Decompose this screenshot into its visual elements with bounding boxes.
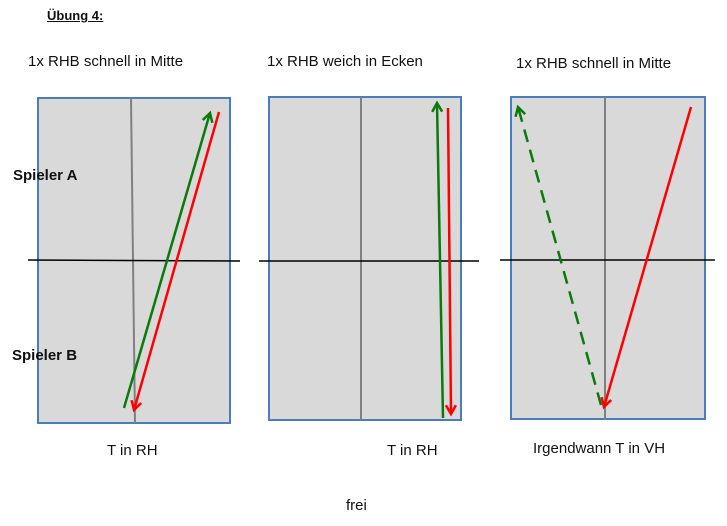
green-arrow <box>431 100 445 419</box>
table-panel-3 <box>500 96 715 420</box>
red-arrow <box>600 106 693 410</box>
player-b-label: Spieler B <box>12 347 78 364</box>
green-dashed-arrow <box>514 104 603 406</box>
panel-2-bottom-label: T in RH <box>387 442 438 459</box>
player-a-label: Spieler A <box>13 167 78 184</box>
table-panel-1 <box>27 97 241 424</box>
panel-1-title: 1x RHB schnell in Mitte <box>28 53 184 70</box>
panel-3-bottom-label: Irgendwann T in VH <box>533 440 666 457</box>
exercise-heading: Übung 4: <box>47 8 104 23</box>
table-surface <box>510 96 706 420</box>
footer-label: frei <box>346 497 367 514</box>
panel-2-title: 1x RHB weich in Ecken <box>267 53 423 70</box>
panel-3-title: 1x RHB schnell in Mitte <box>516 55 672 72</box>
red-arrow <box>444 107 458 417</box>
table-panel-2 <box>259 96 479 421</box>
panel-1-bottom-label: T in RH <box>107 442 158 459</box>
red-arrow <box>130 111 221 413</box>
green-arrow <box>122 110 214 409</box>
table-surface <box>268 96 462 421</box>
net-line <box>27 259 241 262</box>
